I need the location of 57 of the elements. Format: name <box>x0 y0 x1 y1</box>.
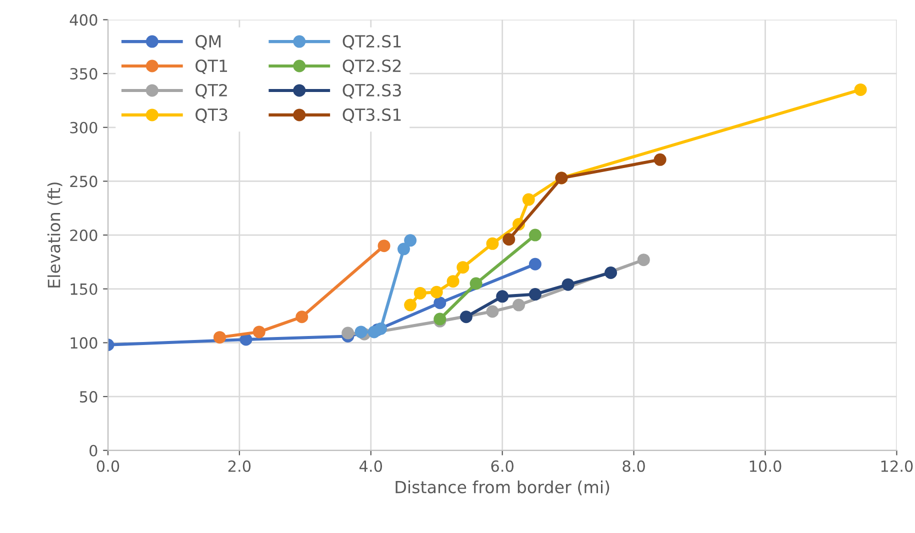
point <box>378 240 390 252</box>
x-tick-label: 2.0 <box>228 460 251 472</box>
point <box>374 322 387 335</box>
point <box>496 290 509 303</box>
point <box>252 326 266 338</box>
y-tick-label: 200 <box>70 230 98 242</box>
legend-label: QT2 <box>196 84 227 98</box>
y-tick-label: 150 <box>70 283 98 295</box>
x-axis-title: Distance from border (mi) <box>396 480 610 496</box>
point <box>528 228 542 242</box>
point <box>470 277 482 290</box>
point <box>404 234 417 247</box>
point <box>522 193 535 206</box>
x-tick-label: 4.0 <box>359 460 382 472</box>
y-tick-label: 250 <box>70 176 98 188</box>
x-tick-label: 6.0 <box>491 460 514 472</box>
point <box>434 296 446 310</box>
point <box>456 261 470 274</box>
point <box>854 83 867 96</box>
point <box>460 310 472 324</box>
y-tick-label: 0 <box>90 444 98 456</box>
x-tick-label: 10.0 <box>750 460 782 472</box>
y-tick-label: 300 <box>70 122 98 134</box>
point <box>562 278 574 291</box>
legend-label: QT1 <box>196 59 227 74</box>
x-tick-label: 0.0 <box>96 460 120 472</box>
point <box>512 298 526 312</box>
point <box>404 298 417 312</box>
point <box>342 326 354 340</box>
legend-label: QT2.S2 <box>342 59 401 74</box>
y-tick-label: 400 <box>70 14 98 26</box>
y-tick-label: 100 <box>70 337 98 349</box>
y-tick-label: 350 <box>70 68 98 80</box>
point <box>502 233 516 246</box>
point <box>296 310 308 324</box>
point <box>213 331 226 344</box>
point <box>446 275 460 288</box>
point <box>354 326 368 338</box>
legend-label: QT3.S1 <box>342 108 401 123</box>
point <box>604 266 618 279</box>
x-tick-label: 12.0 <box>881 460 913 472</box>
point <box>430 286 443 298</box>
x-tick-label: 8.0 <box>622 460 645 472</box>
y-axis-title: Elevation (ft) <box>47 182 62 288</box>
legend-label: QT3 <box>196 108 228 123</box>
point <box>486 237 499 250</box>
point <box>486 305 499 318</box>
point <box>397 242 410 256</box>
point <box>414 286 426 300</box>
legend-label: QM <box>196 35 221 50</box>
point <box>528 258 542 270</box>
legend-label: QT2.S1 <box>342 35 401 50</box>
point <box>637 254 650 266</box>
legend-label: QT2.S3 <box>342 84 401 98</box>
point <box>654 153 666 166</box>
point <box>528 288 542 301</box>
y-tick-label: 50 <box>80 391 98 403</box>
